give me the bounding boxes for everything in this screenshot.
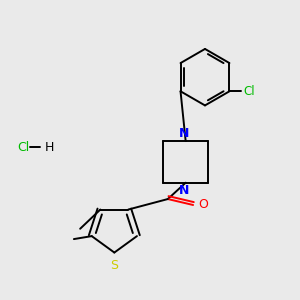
Text: N: N bbox=[179, 184, 189, 197]
Text: N: N bbox=[179, 127, 189, 140]
Text: H: H bbox=[44, 140, 54, 154]
Text: O: O bbox=[198, 198, 208, 211]
Text: Cl: Cl bbox=[244, 85, 255, 98]
Text: S: S bbox=[110, 259, 118, 272]
Text: Cl: Cl bbox=[18, 140, 30, 154]
